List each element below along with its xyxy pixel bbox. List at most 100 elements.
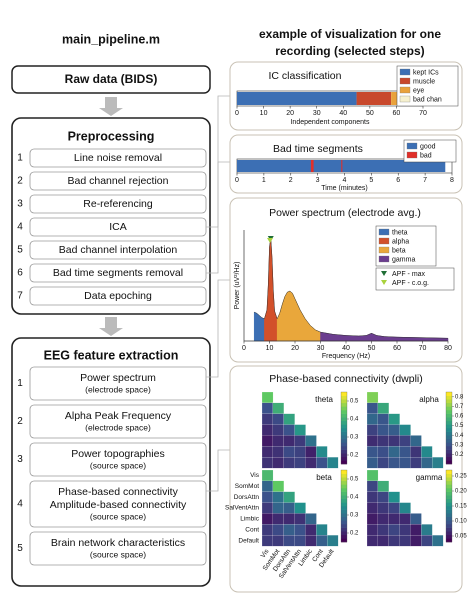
matrix-cell — [272, 535, 285, 547]
matrix-cell — [366, 491, 379, 503]
matrix-cell — [261, 435, 274, 447]
matrix-cell — [305, 513, 317, 525]
flow-arrow — [99, 317, 123, 336]
colorbar-step — [341, 488, 347, 492]
colorbar-tick-label: 0.4 — [350, 417, 359, 423]
matrix-cell — [261, 413, 274, 425]
matrix-cell — [377, 535, 390, 547]
colorbar-tick-label: 0.8 — [455, 394, 464, 400]
matrix-cell — [399, 502, 411, 514]
legend-label: gamma — [392, 256, 415, 263]
colorbar-tick-label: 0.10 — [455, 519, 467, 525]
matrix-cell — [366, 535, 379, 547]
colorbar-step — [446, 520, 452, 525]
row-label: Cont — [245, 526, 259, 533]
colorbar-step — [341, 484, 347, 489]
colorbar-step — [446, 417, 452, 422]
step-number: 1 — [17, 153, 23, 164]
matrix-cell — [366, 469, 379, 482]
row-label: DorsAttn — [234, 494, 260, 501]
colorbar-step — [341, 513, 347, 518]
matrix-cell — [294, 502, 306, 514]
colorbar-step — [341, 428, 347, 432]
step-note: (source space) — [90, 549, 146, 559]
x-tick-label: 60 — [393, 110, 401, 117]
step-box — [29, 194, 207, 214]
raw-data-label: Raw data (BIDS) — [65, 72, 158, 86]
panel-label: alpha — [419, 395, 439, 404]
colorbar-step — [341, 516, 347, 521]
matrix-cell — [388, 513, 400, 525]
raw-data-box — [11, 65, 211, 94]
legend-swatch — [399, 77, 411, 85]
legend-swatch — [378, 246, 390, 254]
colorbar-step — [446, 498, 452, 503]
colorbar-tick-label: 0.3 — [350, 513, 359, 519]
matrix-cell — [366, 402, 379, 415]
x-tick-label: 50 — [366, 110, 374, 117]
colorbar-step — [446, 506, 452, 510]
matrix-cell — [283, 457, 295, 469]
colorbar-step — [341, 413, 347, 418]
step-label: Line noise removal — [74, 152, 162, 164]
x-axis-label: Frequency (Hz) — [322, 353, 370, 360]
matrix-cell — [305, 524, 317, 536]
step-number: 5 — [17, 543, 23, 554]
right-title: example of visualization for one — [259, 27, 441, 41]
matrix-cell — [283, 491, 295, 503]
matrix-cell — [421, 446, 433, 458]
panel-label: gamma — [416, 473, 443, 482]
matrix-cell — [272, 457, 285, 469]
matrix-cell — [366, 524, 379, 536]
x-tick-label: 30 — [313, 110, 321, 117]
matrix-cell — [388, 435, 400, 447]
legend-swatch — [378, 255, 390, 263]
matrix-cell — [377, 524, 390, 536]
matrix-cell — [261, 446, 274, 458]
colorbar-step — [341, 477, 347, 482]
colorbar-step — [446, 516, 452, 521]
x-tick-label: 5 — [369, 177, 373, 184]
x-tick-label: 70 — [419, 345, 427, 352]
matrix-cell — [377, 446, 390, 458]
matrix-cell — [388, 413, 400, 425]
matrix-cell — [377, 491, 390, 503]
right-title: recording (selected steps) — [275, 44, 424, 58]
colorbar-step — [341, 531, 347, 536]
colorbar-step — [446, 410, 452, 414]
colorbar-step — [446, 477, 452, 482]
colorbar-step — [446, 402, 452, 407]
colorbar-tick-label: 0.5 — [350, 477, 359, 483]
colorbar-step — [446, 524, 452, 528]
step-number: 3 — [17, 454, 23, 465]
x-tick-label: 40 — [339, 110, 347, 117]
colorbar-step — [446, 534, 452, 539]
matrix-cell — [366, 457, 379, 469]
colorbar-step — [446, 406, 452, 411]
matrix-cell — [388, 457, 400, 469]
x-tick-label: 2 — [289, 177, 293, 184]
colorbar-step — [341, 506, 347, 510]
matrix-cell — [377, 502, 390, 514]
legend-swatch — [399, 68, 411, 76]
connector — [206, 449, 230, 492]
colorbar-tick-label: 0.05 — [455, 534, 467, 540]
colorbar-step — [341, 509, 347, 514]
colorbar-step — [446, 395, 452, 400]
matrix-cell — [399, 524, 411, 536]
x-tick-label: 50 — [368, 345, 376, 352]
matrix-cell — [399, 535, 411, 547]
colorbar-step — [446, 502, 452, 507]
colorbar-step — [446, 513, 452, 518]
legend-label: muscle — [413, 78, 435, 85]
matrix-cell — [366, 513, 379, 525]
matrix-cell — [366, 502, 379, 514]
flow-arrow — [99, 97, 123, 116]
colorbar-step — [446, 428, 452, 432]
colorbar-step — [446, 527, 452, 532]
legend-swatch — [399, 95, 411, 103]
matrix-cell — [272, 491, 285, 503]
colorbar-step — [341, 392, 347, 396]
matrix-cell — [377, 457, 390, 469]
colorbar-step — [341, 502, 347, 507]
